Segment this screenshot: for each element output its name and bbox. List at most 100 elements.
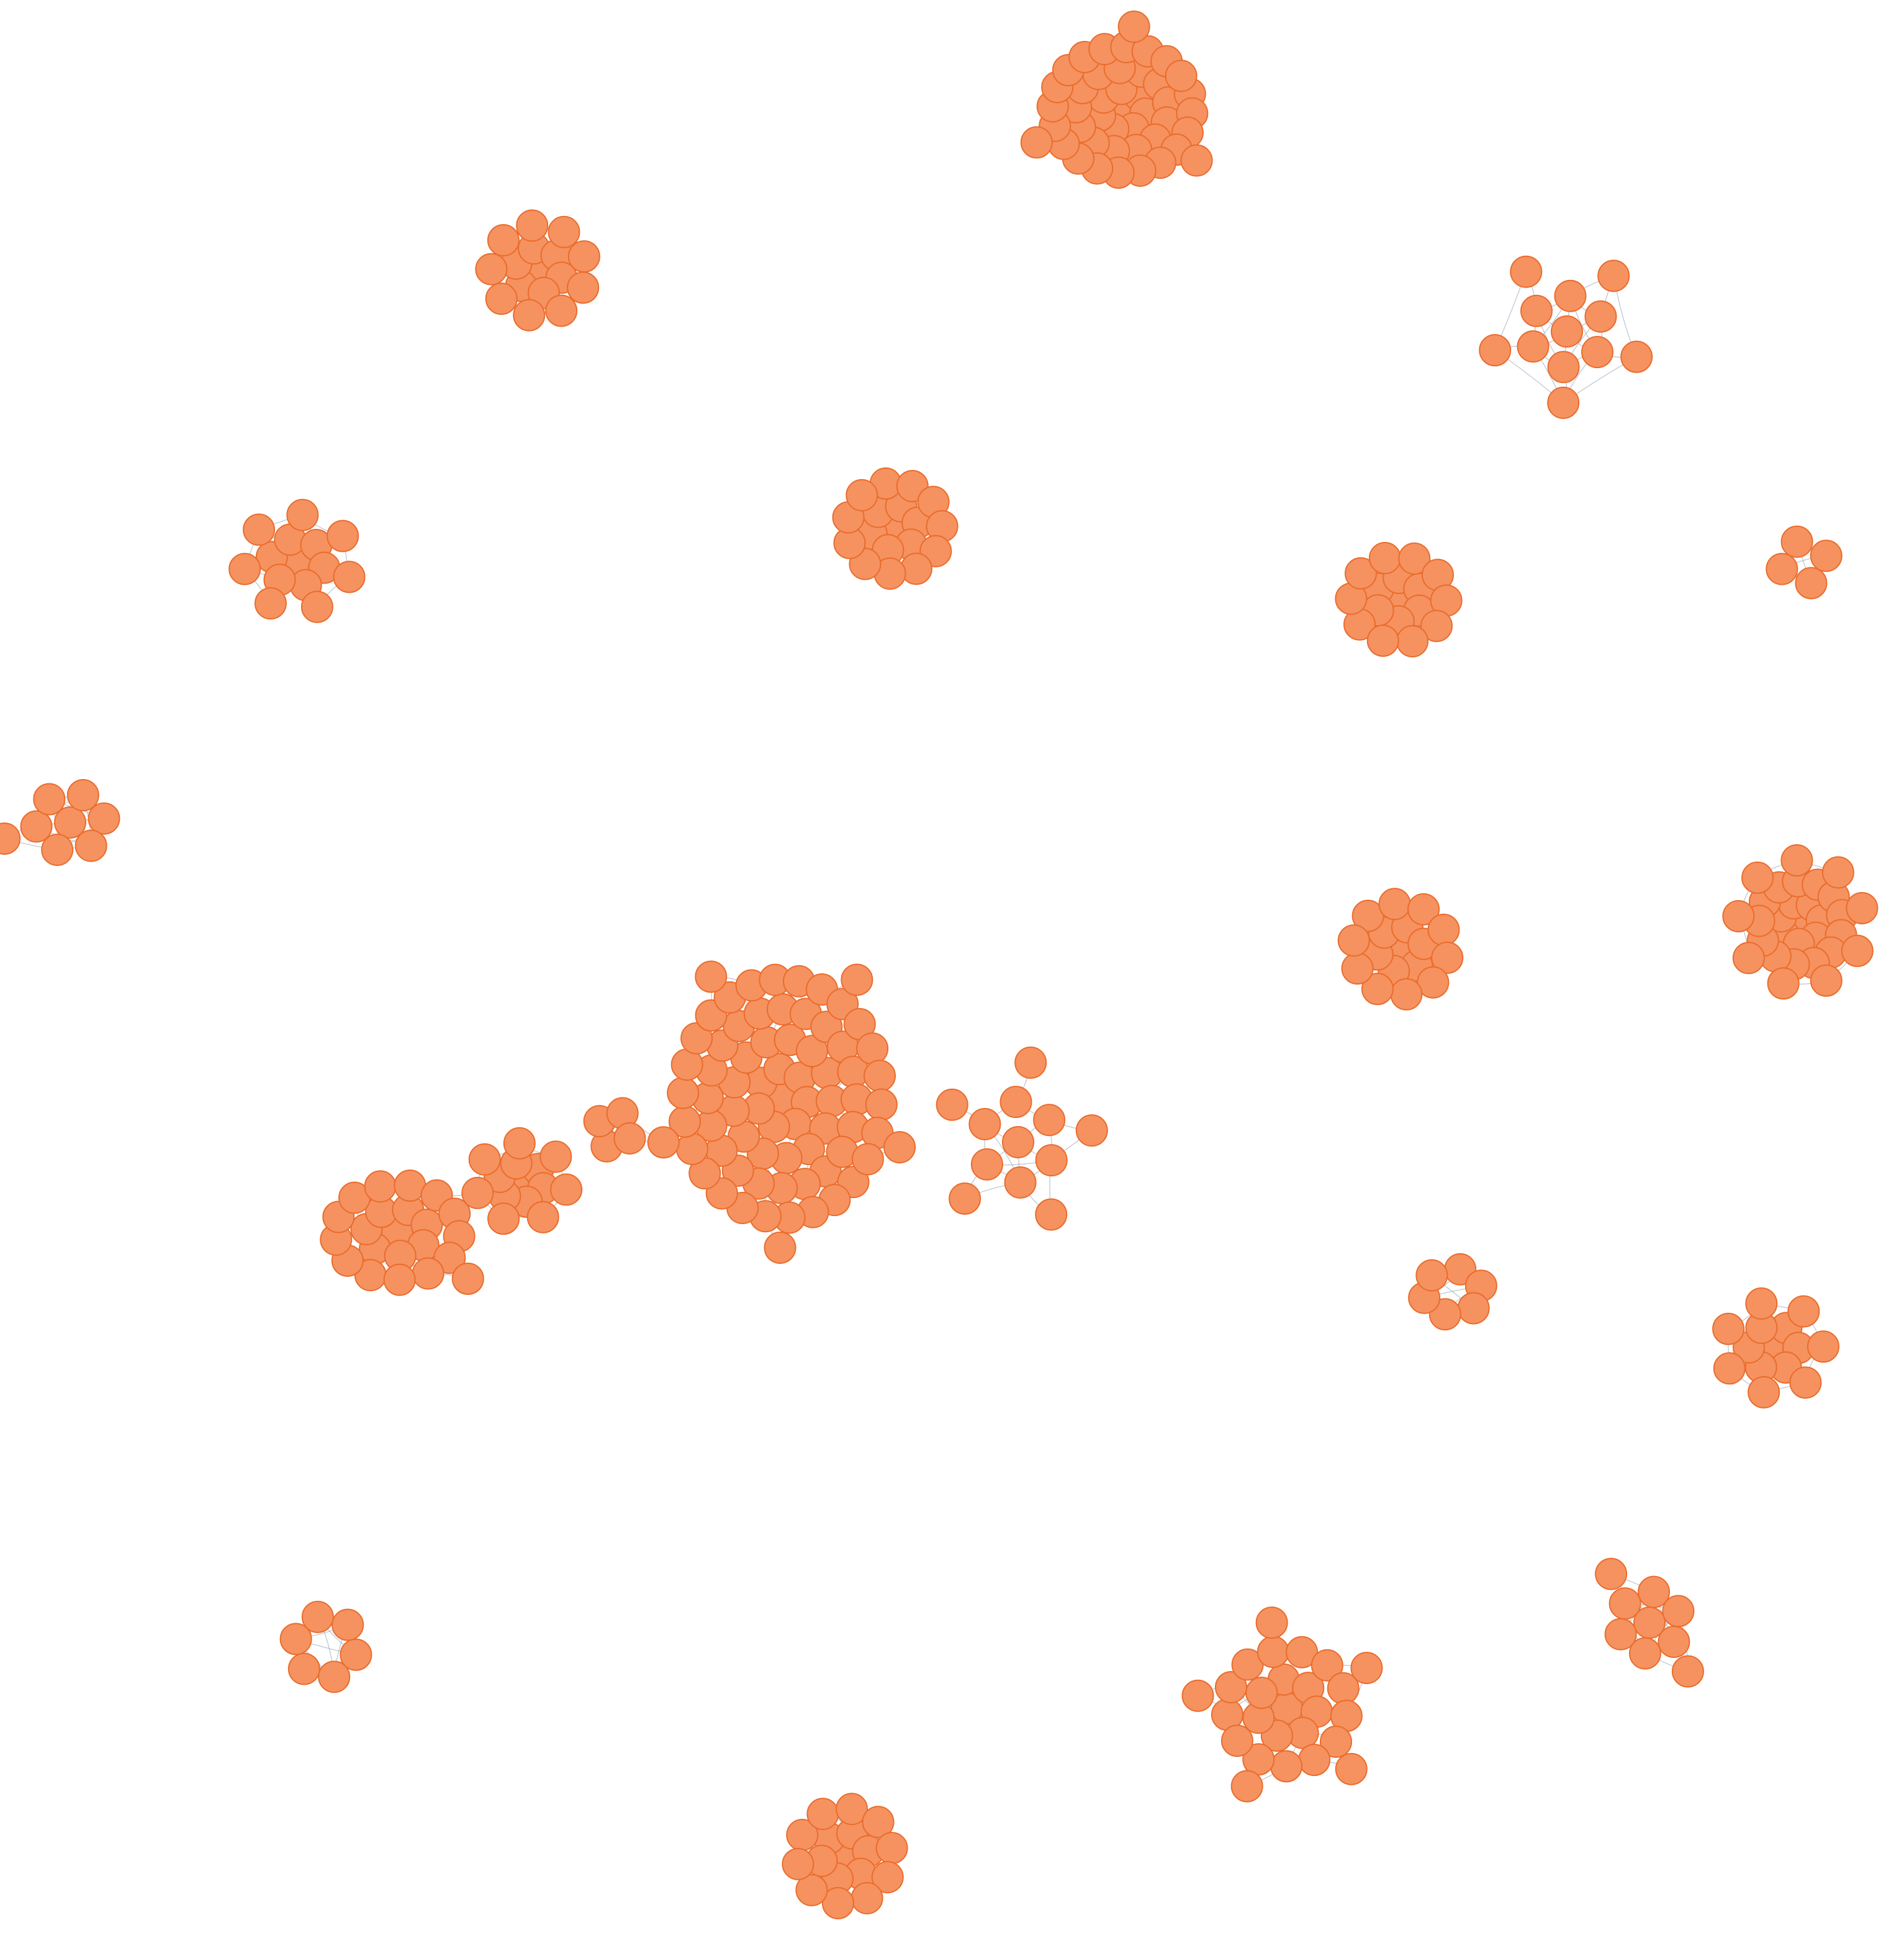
graph-node[interactable] [1608, 1587, 1641, 1620]
graph-node[interactable] [1595, 1557, 1628, 1590]
graph-node[interactable] [513, 299, 546, 331]
graph-node[interactable] [1795, 567, 1828, 600]
graph-node[interactable] [1242, 1743, 1275, 1776]
graph-node[interactable] [1547, 351, 1580, 384]
graph-node[interactable] [864, 1060, 896, 1093]
graph-node[interactable] [279, 1623, 312, 1656]
graph-node[interactable] [1722, 899, 1755, 932]
graph-node[interactable] [254, 587, 287, 620]
graph-node[interactable] [1220, 1724, 1253, 1757]
graph-node[interactable] [1766, 552, 1798, 585]
graph-node[interactable] [1368, 541, 1401, 574]
graph-node[interactable] [1427, 913, 1460, 946]
graph-node[interactable] [550, 1173, 583, 1206]
graph-node[interactable] [1020, 126, 1053, 159]
graph-node[interactable] [1396, 625, 1429, 658]
graph-node[interactable] [485, 282, 518, 315]
graph-node[interactable] [1581, 336, 1614, 369]
graph-node[interactable] [1584, 300, 1617, 333]
graph-node[interactable] [900, 552, 932, 585]
graph-node[interactable] [567, 271, 600, 304]
graph-node[interactable] [33, 783, 66, 816]
graph-node[interactable] [567, 240, 600, 273]
graph-node[interactable] [1117, 11, 1150, 43]
graph-node[interactable] [327, 520, 359, 552]
graph-node[interactable] [1214, 1671, 1247, 1704]
graph-node[interactable] [1810, 539, 1843, 572]
graph-node[interactable] [1597, 259, 1630, 292]
graph-node[interactable] [516, 209, 549, 242]
graph-node[interactable] [1350, 1651, 1383, 1684]
graph-node[interactable] [66, 779, 99, 812]
graph-node[interactable] [1732, 942, 1765, 975]
graph-node[interactable] [332, 1608, 364, 1641]
graph-node[interactable] [1431, 941, 1464, 974]
graph-node[interactable] [782, 1847, 814, 1880]
graph-node[interactable] [1298, 1744, 1331, 1777]
graph-node[interactable] [1165, 60, 1198, 92]
graph-node[interactable] [1180, 144, 1213, 177]
graph-node[interactable] [1245, 1677, 1278, 1710]
graph-node[interactable] [300, 590, 333, 623]
graph-node[interactable] [846, 479, 878, 512]
graph-node[interactable] [1620, 340, 1653, 373]
graph-node[interactable] [1712, 1312, 1745, 1345]
graph-node[interactable] [875, 1832, 908, 1865]
graph-node[interactable] [1807, 1330, 1839, 1363]
graph-node[interactable] [1628, 1637, 1661, 1670]
graph-node[interactable] [20, 810, 53, 843]
graph-node[interactable] [1780, 525, 1813, 558]
graph-node[interactable] [936, 1088, 968, 1121]
graph-node[interactable] [1787, 1295, 1820, 1328]
graph-node[interactable] [764, 1231, 796, 1264]
graph-node[interactable] [695, 960, 728, 993]
graph-node[interactable] [1341, 952, 1374, 985]
graph-node[interactable] [539, 1140, 572, 1173]
graph-node[interactable] [1270, 1750, 1303, 1783]
graph-node[interactable] [949, 1182, 981, 1215]
graph-node[interactable] [1407, 893, 1440, 926]
graph-node[interactable] [806, 1798, 839, 1831]
graph-node[interactable] [1745, 1287, 1778, 1320]
graph-node[interactable] [1789, 1366, 1822, 1399]
graph-node[interactable] [88, 802, 120, 835]
graph-node[interactable] [503, 1127, 536, 1160]
graph-node[interactable] [1604, 1618, 1637, 1651]
graph-node[interactable] [468, 1143, 501, 1176]
graph-node[interactable] [1337, 924, 1370, 957]
graph-node[interactable] [1846, 891, 1879, 924]
graph-node[interactable] [1748, 1376, 1780, 1408]
graph-node[interactable] [1767, 967, 1800, 1000]
graph-node[interactable] [1780, 844, 1813, 877]
graph-node[interactable] [287, 1652, 320, 1685]
graph-node[interactable] [487, 224, 520, 257]
graph-node[interactable] [1554, 279, 1587, 312]
graph-node[interactable] [228, 552, 261, 585]
graph-node[interactable] [1547, 386, 1580, 419]
graph-node[interactable] [1520, 294, 1553, 327]
graph-node[interactable] [1415, 1259, 1448, 1292]
graph-node[interactable] [74, 829, 107, 862]
graph-node[interactable] [318, 1661, 351, 1693]
graph-node[interactable] [675, 1132, 708, 1165]
graph-node[interactable] [865, 1088, 898, 1121]
graph-node[interactable] [526, 1201, 559, 1233]
graph-node[interactable] [383, 1263, 416, 1296]
graph-node[interactable] [883, 1131, 916, 1164]
graph-node[interactable] [451, 1262, 484, 1295]
graph-node[interactable] [1286, 1636, 1319, 1669]
graph-node[interactable] [647, 1126, 680, 1159]
graph-node[interactable] [862, 1806, 895, 1839]
graph-node[interactable] [871, 1860, 904, 1893]
graph-node[interactable] [333, 561, 366, 593]
graph-node[interactable] [1517, 330, 1550, 363]
graph-node[interactable] [1231, 1648, 1264, 1681]
graph-node[interactable] [1344, 557, 1377, 590]
graph-node[interactable] [1257, 1636, 1289, 1669]
graph-node[interactable] [836, 1793, 869, 1826]
graph-node[interactable] [1510, 255, 1543, 288]
graph-node[interactable] [545, 294, 578, 327]
graph-node[interactable] [1713, 1352, 1746, 1385]
graph-node[interactable] [1002, 1126, 1034, 1158]
graph-node[interactable] [851, 1143, 884, 1176]
